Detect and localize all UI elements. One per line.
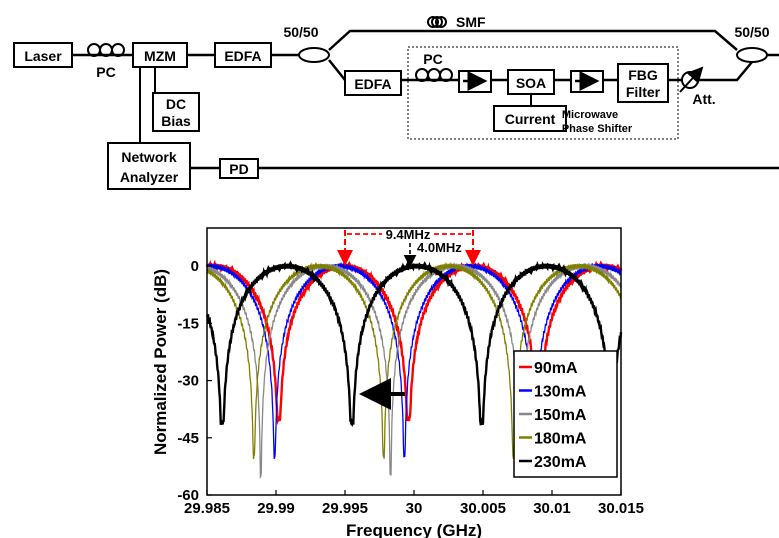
pc2-icon — [415, 68, 453, 82]
x-tick-label: 29.995 — [322, 500, 368, 517]
y-tick-label: -30 — [177, 373, 199, 390]
fbg-label-2: Filter — [626, 84, 661, 100]
y-tick-label: -60 — [177, 487, 199, 504]
x-axis-label: Frequency (GHz) — [346, 521, 482, 538]
current-label: Current — [505, 111, 556, 127]
edfa2-label: EDFA — [354, 76, 391, 92]
edfa1-label: EDFA — [224, 48, 261, 64]
mps-label-1: Microwave — [562, 109, 618, 121]
pc1-icon — [87, 43, 125, 57]
dc-bias-block — [152, 92, 200, 132]
legend-label: 180mA — [534, 431, 587, 448]
laser-block — [13, 42, 73, 68]
phase-shifter-box — [407, 46, 679, 140]
attenuator-icon — [679, 66, 704, 93]
pd-label: PD — [229, 161, 248, 177]
mzm-label: MZM — [144, 48, 176, 64]
legend-label: 90mA — [534, 360, 578, 377]
coupler-left-label: 50/50 — [283, 24, 318, 40]
chart: 29.985 29.99 29.995 30 30.005 30.01 30.015 0 -15… — [151, 227, 644, 538]
x-tick-label: 30.01 — [533, 500, 571, 517]
network-analyzer-label-1: Network — [121, 149, 176, 165]
edfa1-block — [214, 42, 272, 68]
smf-icon — [427, 16, 447, 28]
edfa2-block — [344, 70, 402, 96]
network-analyzer-label-2: Analyzer — [120, 169, 179, 185]
pd-block — [219, 158, 259, 179]
annotations: 9.4MHz 4.0MHz — [337, 227, 481, 410]
coupler-left — [298, 47, 330, 63]
legend-label: 130mA — [534, 384, 587, 401]
x-tick-label: 30 — [406, 500, 423, 517]
series-layer — [205, 259, 623, 480]
y-tick-label: -15 — [177, 315, 199, 332]
fbg-label-1: FBG — [628, 67, 658, 83]
network-analyzer-block — [107, 142, 191, 190]
legend-label: 230mA — [534, 454, 587, 471]
legend: 90mA 130mA 150mA 180mA 230mA — [513, 350, 618, 478]
setup-diagram: Laser PC MZM EDFA DC Bias Network Analyz… — [13, 14, 779, 190]
pc1-label: PC — [96, 64, 115, 80]
series-line-180mA — [206, 261, 622, 460]
smf-label: SMF — [456, 14, 486, 30]
coupler-right — [736, 47, 768, 63]
shift-annotation: 4.0MHz — [417, 240, 462, 255]
x-tick-label: 29.99 — [257, 500, 295, 517]
legend-label: 150mA — [534, 407, 587, 424]
x-tick-label: 30.015 — [598, 500, 644, 517]
mzm-block — [132, 42, 188, 68]
x-tick-label: 30.005 — [460, 500, 506, 517]
pc2-label: PC — [423, 51, 442, 67]
coupler-right-label: 50/50 — [734, 24, 769, 40]
y-axis-label: Normalized Power (dB) — [151, 269, 170, 455]
spacing-annotation: 9.4MHz — [386, 227, 431, 242]
fbg-filter-block — [617, 63, 669, 103]
series-line-150mA — [206, 262, 622, 480]
mps-label-2: Phase Shifter — [562, 123, 633, 135]
soa-label: SOA — [516, 75, 546, 91]
dc-bias-label-1: DC — [166, 96, 186, 112]
series-line-90mA — [205, 259, 623, 426]
current-block — [493, 105, 567, 132]
soa-block — [507, 69, 555, 95]
dc-bias-label-2: Bias — [161, 113, 191, 129]
x-tick-label: 29.985 — [184, 500, 230, 517]
att-label: Att. — [692, 91, 715, 107]
series-line-130mA — [206, 261, 622, 460]
ticks-layer: 29.985 29.99 29.995 30 30.005 30.01 30.015 0 -15… — [177, 258, 644, 517]
y-tick-label: -45 — [177, 430, 199, 447]
y-tick-label: 0 — [191, 258, 199, 275]
laser-label: Laser — [24, 48, 62, 64]
